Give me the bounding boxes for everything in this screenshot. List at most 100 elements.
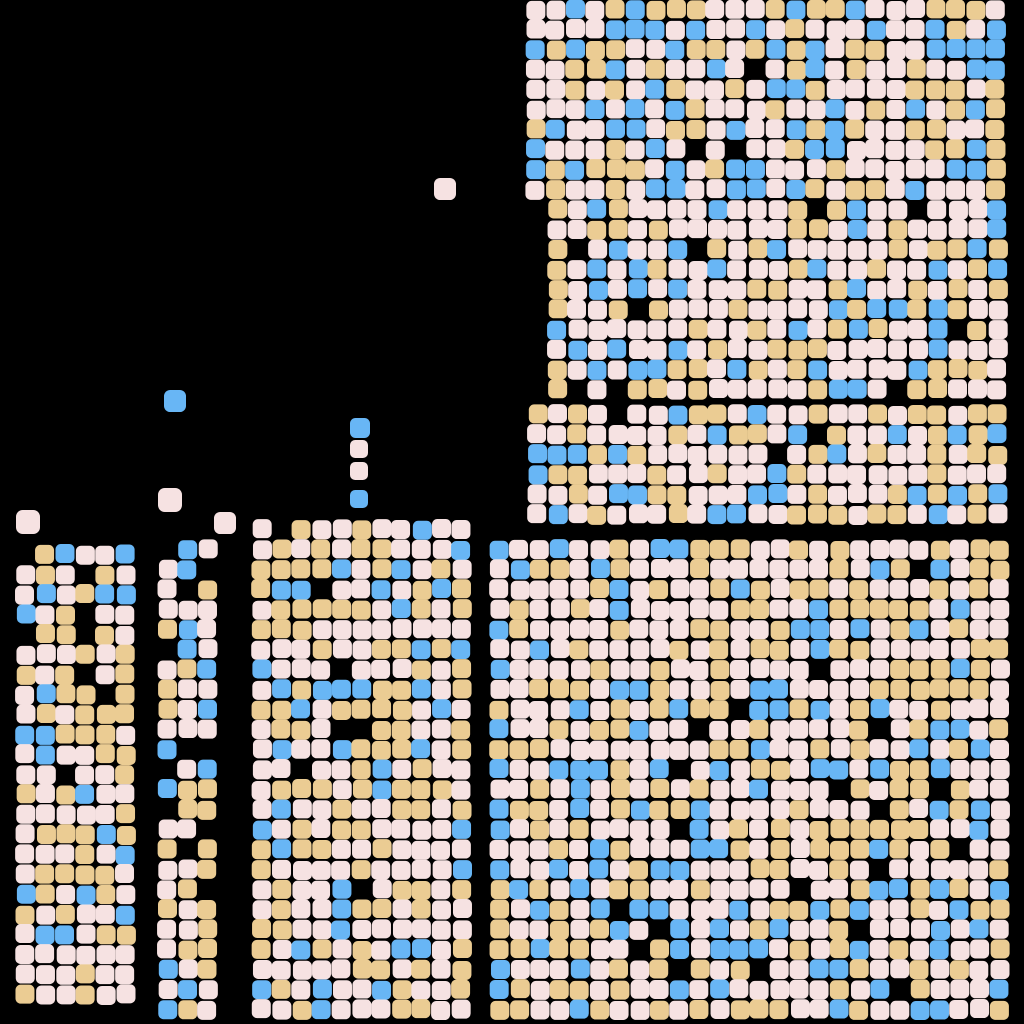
mosaic-cell — [789, 599, 809, 619]
mosaic-cell — [950, 639, 970, 659]
mosaic-cell — [585, 0, 605, 20]
mosaic-cell — [292, 919, 312, 939]
mosaic-cell — [490, 1000, 510, 1020]
mosaic-cell — [787, 484, 807, 504]
mosaic-cell — [948, 359, 968, 379]
mosaic-cell — [35, 944, 55, 964]
mosaic-cell — [411, 999, 431, 1019]
mosaic-cell — [690, 839, 710, 859]
mosaic-cell — [786, 0, 806, 20]
mosaic-cell — [292, 779, 312, 799]
mosaic-cell — [292, 599, 312, 619]
mosaic-cell — [990, 760, 1010, 780]
mosaic-cell — [570, 899, 590, 919]
mosaic-cell — [529, 880, 549, 900]
mosaic-cell — [271, 580, 291, 600]
mosaic-cell — [411, 899, 431, 919]
mosaic-cell — [431, 639, 451, 659]
mosaic-cell — [665, 40, 685, 60]
mosaic-cell — [670, 919, 690, 939]
mosaic-cell — [706, 40, 726, 60]
mosaic-cell — [706, 20, 726, 40]
mosaic-cell — [750, 540, 770, 560]
mosaic-cell — [629, 920, 649, 940]
mosaic-cell — [830, 899, 850, 919]
mosaic-cell — [729, 880, 749, 900]
mosaic-cell — [625, 140, 645, 160]
mosaic-cell — [510, 959, 530, 979]
mosaic-cell — [850, 559, 870, 579]
mosaic-cell — [849, 759, 869, 779]
mosaic-cell — [15, 725, 35, 745]
mosaic-cell — [769, 640, 789, 660]
mosaic-cell — [789, 540, 809, 560]
mosaic-cell — [805, 19, 825, 39]
mosaic-cell — [95, 965, 115, 985]
mosaic-cell — [748, 219, 768, 239]
mosaic-cell — [925, 19, 945, 39]
mosaic-cell — [687, 340, 707, 360]
mosaic-cell — [35, 544, 55, 564]
mosaic-cell — [928, 505, 948, 525]
mosaic-cell — [967, 464, 987, 484]
mosaic-cell — [810, 839, 830, 859]
mosaic-cell — [750, 580, 770, 600]
mosaic-cell — [726, 180, 746, 200]
mosaic-cell — [16, 645, 36, 665]
mosaic-cell — [292, 620, 312, 640]
mosaic-cell — [867, 259, 887, 279]
mosaic-cell — [528, 404, 548, 424]
mosaic-cell — [829, 680, 849, 700]
mosaic-cell — [726, 159, 746, 179]
mosaic-cell — [966, 180, 986, 200]
mosaic-cell — [35, 665, 55, 685]
mosaic-cell — [627, 240, 647, 260]
mosaic-cell — [350, 418, 370, 438]
mosaic-cell — [747, 200, 767, 220]
mosaic-cell — [850, 980, 870, 1000]
mosaic-cell — [608, 199, 628, 219]
mosaic-cell — [909, 719, 929, 739]
mosaic-cell — [770, 839, 790, 859]
mosaic-cell — [648, 300, 668, 320]
mosaic-cell — [810, 880, 830, 900]
mosaic-cell — [570, 939, 590, 959]
mosaic-cell — [590, 899, 610, 919]
mosaic-cell — [890, 679, 910, 699]
mosaic-cell — [769, 679, 789, 699]
mosaic-cell — [870, 759, 890, 779]
mosaic-cell — [96, 784, 116, 804]
mosaic-cell — [178, 959, 198, 979]
mosaic-cell — [669, 539, 689, 559]
mosaic-cell — [291, 699, 311, 719]
mosaic-cell — [96, 945, 116, 965]
mosaic-cell — [926, 180, 946, 200]
mosaic-cell — [847, 379, 867, 399]
mosaic-cell — [810, 620, 830, 640]
mosaic-cell — [766, 179, 786, 199]
mosaic-cell — [590, 799, 610, 819]
mosaic-cell — [529, 580, 549, 600]
mosaic-cell — [985, 60, 1005, 80]
mosaic-cell — [549, 960, 569, 980]
mosaic-cell — [490, 639, 510, 659]
mosaic-cell — [291, 739, 311, 759]
mosaic-cell — [56, 645, 76, 665]
mosaic-cell — [626, 119, 646, 139]
mosaic-cell — [411, 800, 431, 820]
mosaic-cell — [708, 219, 728, 239]
mosaic-cell — [988, 504, 1008, 524]
mosaic-cell — [690, 640, 710, 660]
mosaic-cell — [869, 780, 889, 800]
mosaic-cell — [827, 240, 847, 260]
mosaic-cell — [489, 719, 509, 739]
mosaic-cell — [650, 819, 670, 839]
mosaic-cell — [56, 884, 76, 904]
mosaic-cell — [626, 59, 646, 79]
mosaic-cell — [948, 444, 968, 464]
mosaic-cell — [432, 860, 452, 880]
mosaic-cell — [789, 940, 809, 960]
mosaic-cell — [990, 599, 1010, 619]
mosaic-cell — [332, 780, 352, 800]
mosaic-cell — [197, 800, 217, 820]
